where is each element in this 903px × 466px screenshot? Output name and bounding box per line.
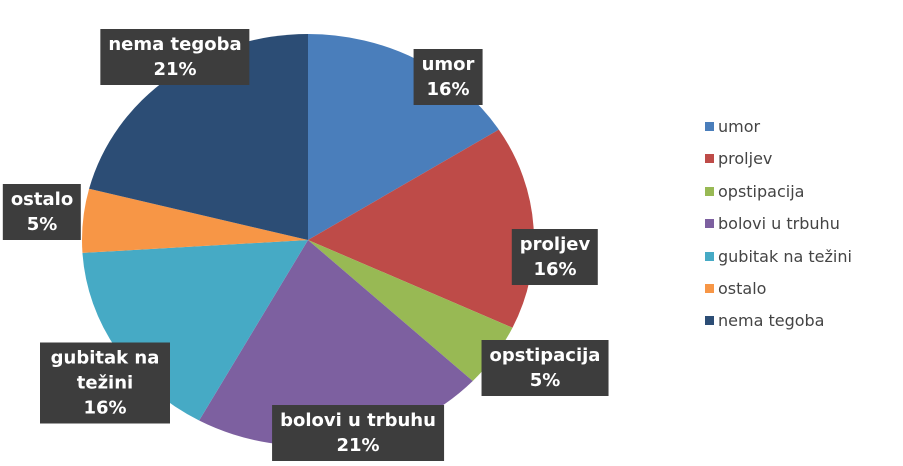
data-label-value: 16%: [533, 259, 577, 280]
data-label: umor 16%: [413, 49, 483, 105]
data-label: proljev 16%: [511, 229, 599, 285]
data-label-name: bolovi u trbuhu: [280, 410, 436, 431]
data-label-name: umor: [421, 54, 475, 75]
data-label-value: 21%: [153, 59, 197, 80]
data-label-name: proljev: [519, 234, 591, 255]
legend-label: opstipacija: [718, 181, 805, 201]
legend-swatch: [705, 186, 714, 196]
pie-slice: [308, 129, 534, 328]
legend-item: bolovi u trbuhu: [705, 214, 840, 233]
data-label-name: opstipacija: [489, 345, 601, 366]
pie-slice: [308, 240, 513, 382]
data-label: ostalo 5%: [2, 184, 82, 240]
legend-item: nema tegoba: [705, 311, 824, 330]
legend-swatch: [705, 284, 714, 293]
legend-item: umor: [705, 117, 760, 136]
legend-item: proljev: [705, 149, 772, 168]
legend-swatch: [705, 122, 714, 131]
data-label-value: 16%: [83, 397, 127, 419]
legend-swatch: [705, 251, 714, 261]
data-label: bolovi u trbuhu 21%: [272, 405, 444, 461]
legend-item: gubitak na težini: [705, 247, 852, 266]
data-label: gubitak na težini 16%: [40, 342, 170, 424]
data-label-value: 5%: [529, 370, 561, 391]
pie-slice: [89, 34, 308, 240]
data-label-value: 21%: [336, 435, 380, 456]
legend-label: gubitak na težini: [718, 246, 852, 266]
legend-label: bolovi u trbuhu: [718, 214, 840, 234]
pie-slice: [199, 240, 473, 446]
legend-label: ostalo: [718, 279, 767, 298]
legend-item: opstipacija: [705, 182, 804, 201]
legend-swatch: [705, 316, 714, 326]
legend-swatch: [705, 219, 714, 229]
legend-label: proljev: [718, 149, 773, 169]
data-label: opstipacija 5%: [481, 340, 609, 396]
legend-label: nema tegoba: [718, 311, 825, 331]
data-label-name: nema tegoba: [108, 34, 242, 55]
legend-label: umor: [718, 117, 761, 136]
pie-slice: [82, 188, 308, 253]
data-label-value: 16%: [426, 79, 470, 100]
data-label-name: ostalo: [10, 189, 74, 210]
data-label-name: gubitak na težini: [50, 347, 160, 394]
legend-item: ostalo: [705, 279, 766, 298]
data-label-value: 5%: [26, 214, 58, 235]
legend-swatch: [705, 154, 714, 164]
data-label: nema tegoba 21%: [100, 29, 250, 85]
